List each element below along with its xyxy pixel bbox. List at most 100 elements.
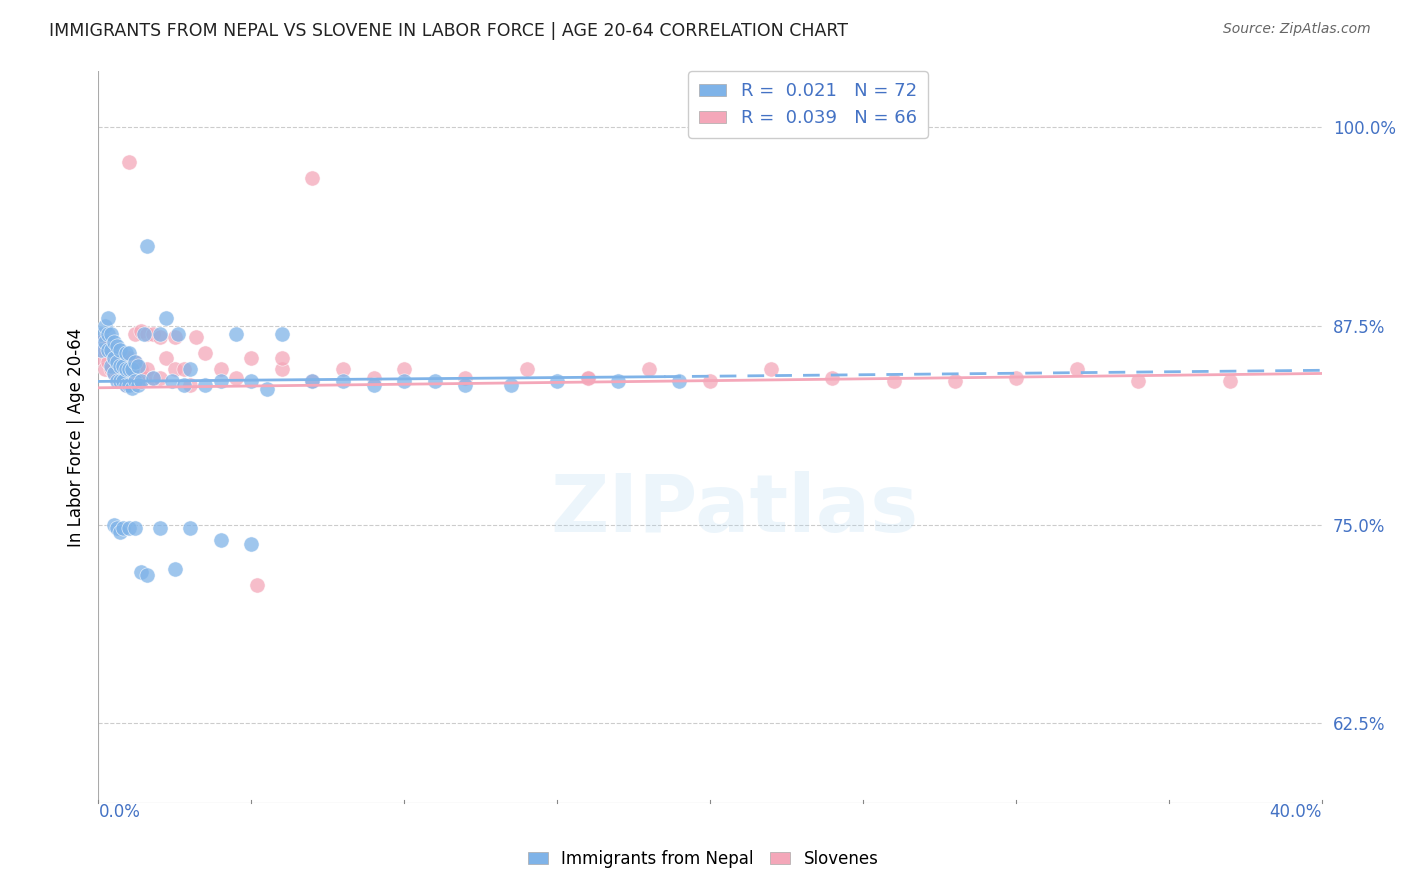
Point xyxy=(124,355,146,369)
Point xyxy=(90,343,112,357)
Point xyxy=(90,351,112,365)
Point xyxy=(97,310,120,325)
Point xyxy=(136,326,159,341)
Point xyxy=(100,343,122,357)
Point xyxy=(105,339,128,353)
Point xyxy=(149,330,172,344)
Point xyxy=(270,361,292,376)
Point xyxy=(155,351,177,365)
Point xyxy=(115,377,138,392)
Point xyxy=(186,330,208,344)
Y-axis label: In Labor Force | Age 20-64: In Labor Force | Age 20-64 xyxy=(66,327,84,547)
Point xyxy=(163,562,186,576)
Point xyxy=(225,326,247,341)
Point xyxy=(821,371,844,385)
Point xyxy=(111,375,134,389)
Point xyxy=(108,359,131,373)
Point xyxy=(127,377,149,392)
Point xyxy=(103,351,125,365)
Point xyxy=(637,361,661,376)
Point xyxy=(93,343,115,357)
Point xyxy=(759,361,782,376)
Point xyxy=(225,371,247,385)
Point xyxy=(127,359,149,373)
Point xyxy=(100,359,122,373)
Point xyxy=(118,351,141,365)
Text: 40.0%: 40.0% xyxy=(1270,803,1322,821)
Point xyxy=(118,369,141,384)
Point xyxy=(127,371,149,385)
Point xyxy=(136,568,159,582)
Point xyxy=(155,310,177,325)
Text: 0.0%: 0.0% xyxy=(98,803,141,821)
Point xyxy=(501,377,523,392)
Point xyxy=(301,375,323,389)
Point xyxy=(129,361,152,376)
Point xyxy=(142,371,165,385)
Point xyxy=(108,343,131,357)
Point xyxy=(124,326,146,341)
Point xyxy=(111,375,134,389)
Point xyxy=(163,330,186,344)
Text: IMMIGRANTS FROM NEPAL VS SLOVENE IN LABOR FORCE | AGE 20-64 CORRELATION CHART: IMMIGRANTS FROM NEPAL VS SLOVENE IN LABO… xyxy=(49,22,848,40)
Legend: R =  0.021   N = 72, R =  0.039   N = 66: R = 0.021 N = 72, R = 0.039 N = 66 xyxy=(688,71,928,138)
Point xyxy=(1219,375,1241,389)
Point xyxy=(134,326,156,341)
Point xyxy=(136,361,159,376)
Point xyxy=(142,326,165,341)
Point xyxy=(546,375,568,389)
Point xyxy=(576,371,599,385)
Point xyxy=(105,355,128,369)
Point xyxy=(124,521,146,535)
Point xyxy=(103,334,125,349)
Point xyxy=(105,371,128,385)
Point xyxy=(209,361,232,376)
Point xyxy=(240,536,263,550)
Text: ZIPatlas: ZIPatlas xyxy=(550,471,918,549)
Point xyxy=(332,375,354,389)
Point xyxy=(108,352,131,367)
Point xyxy=(105,521,128,535)
Point xyxy=(97,355,120,369)
Point xyxy=(108,375,131,389)
Point xyxy=(93,361,115,376)
Point xyxy=(699,375,721,389)
Point xyxy=(194,346,217,360)
Point xyxy=(97,326,120,341)
Point xyxy=(392,361,416,376)
Point xyxy=(121,361,143,376)
Point xyxy=(179,377,201,392)
Point xyxy=(179,521,201,535)
Point xyxy=(883,375,905,389)
Point xyxy=(118,361,141,376)
Point xyxy=(93,318,115,333)
Point xyxy=(332,361,354,376)
Point xyxy=(115,346,138,360)
Text: Source: ZipAtlas.com: Source: ZipAtlas.com xyxy=(1223,22,1371,37)
Point xyxy=(301,170,323,185)
Point xyxy=(90,326,112,341)
Point xyxy=(118,346,141,360)
Point xyxy=(121,361,143,376)
Point xyxy=(118,521,141,535)
Point xyxy=(1004,371,1026,385)
Point xyxy=(392,375,416,389)
Point xyxy=(115,377,138,392)
Point xyxy=(516,361,538,376)
Point xyxy=(111,521,134,535)
Point xyxy=(149,326,172,341)
Point xyxy=(301,375,323,389)
Point xyxy=(270,351,292,365)
Point xyxy=(100,326,122,341)
Point xyxy=(105,375,128,389)
Point xyxy=(93,334,115,349)
Point xyxy=(111,359,134,373)
Point xyxy=(209,533,232,548)
Point xyxy=(149,371,172,385)
Point xyxy=(118,155,141,169)
Point xyxy=(129,566,152,580)
Point xyxy=(173,377,195,392)
Point xyxy=(240,351,263,365)
Point xyxy=(103,351,125,365)
Point xyxy=(129,324,152,338)
